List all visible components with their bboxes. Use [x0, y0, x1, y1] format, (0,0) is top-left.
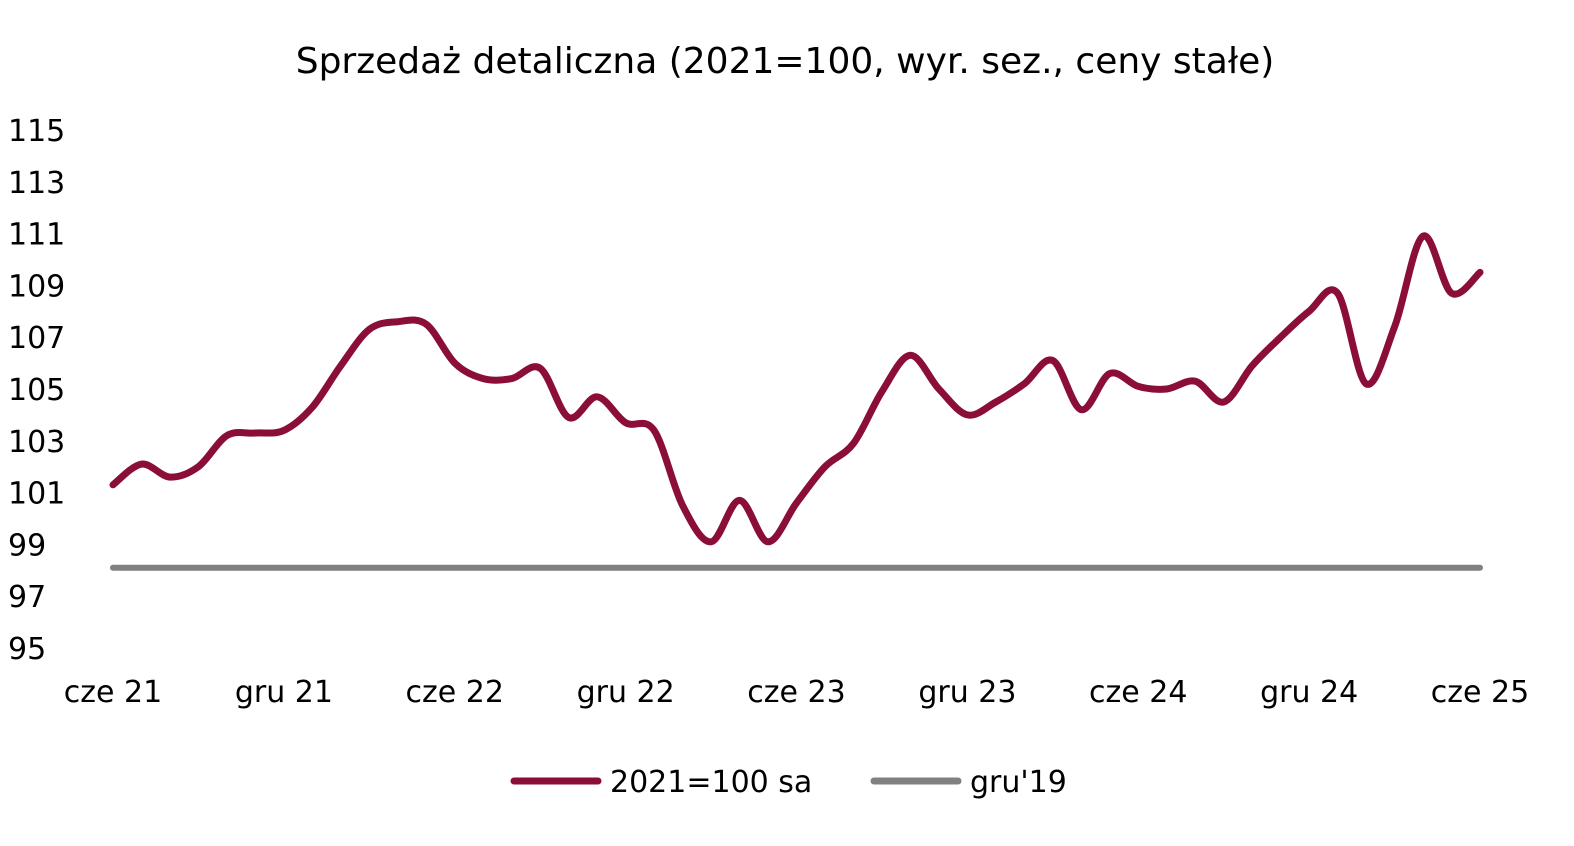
chart-title: Sprzedaż detaliczna (2021=100, wyr. sez.… — [296, 41, 1275, 82]
y-tick-label: 115 — [8, 114, 65, 149]
x-tick-label: cze 25 — [1431, 675, 1529, 710]
x-tick-label: cze 21 — [64, 675, 162, 710]
x-tick-label: cze 24 — [1089, 675, 1187, 710]
plot-area — [109, 232, 1484, 571]
x-tick-label: gru 22 — [577, 675, 675, 710]
x-tick-label: cze 23 — [747, 675, 845, 710]
y-tick-label: 107 — [8, 321, 65, 356]
x-tick-label: cze 22 — [406, 675, 504, 710]
y-tick-label: 113 — [8, 166, 65, 201]
y-tick-label: 103 — [8, 425, 65, 460]
x-tick-label: gru 21 — [235, 675, 333, 710]
y-tick-label: 95 — [8, 632, 46, 667]
series-line-index — [109, 232, 1484, 546]
legend-label: gru'19 — [970, 765, 1067, 800]
y-tick-label: 97 — [8, 580, 46, 615]
y-tick-label: 101 — [8, 477, 65, 512]
x-tick-label: gru 24 — [1260, 675, 1358, 710]
y-tick-label: 111 — [8, 218, 65, 253]
legend: 2021=100 sa gru'19 — [510, 765, 1067, 800]
y-tick-label: 99 — [8, 528, 46, 563]
legend-label: 2021=100 sa — [610, 765, 812, 800]
y-tick-label: 109 — [8, 269, 65, 304]
x-tick-label: gru 23 — [918, 675, 1016, 710]
y-tick-label: 105 — [8, 373, 65, 408]
x-axis: cze 21 gru 21 cze 22 gru 22 cze 23 gru 23 cze … — [64, 675, 1529, 710]
y-axis: 95 97 99 101 103 105 107 109 111 113 115 — [8, 114, 65, 667]
